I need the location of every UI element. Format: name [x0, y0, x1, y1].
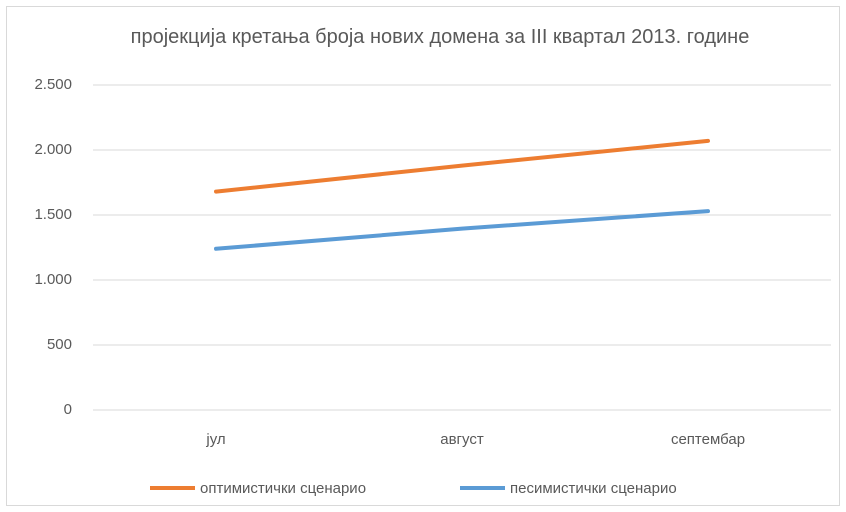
x-tick-label: август: [440, 431, 484, 448]
y-tick-label: 2.500: [34, 76, 72, 93]
series-line: [214, 209, 710, 251]
chart-title: пројекција кретања броја нових домена за…: [130, 26, 750, 48]
legend-label: оптимистички сценарио: [200, 480, 366, 497]
chart-border: [6, 6, 840, 506]
y-tick-label: 0: [64, 401, 72, 418]
legend-label: песимистички сценарио: [510, 480, 677, 497]
series-line: [214, 138, 710, 194]
x-tick-label: јул: [205, 431, 225, 448]
y-tick-label: 1.000: [34, 271, 72, 288]
y-tick-label: 1.500: [34, 206, 72, 223]
y-tick-label: 500: [47, 336, 72, 353]
x-tick-label: септембар: [671, 431, 745, 448]
y-tick-label: 2.000: [34, 141, 72, 158]
